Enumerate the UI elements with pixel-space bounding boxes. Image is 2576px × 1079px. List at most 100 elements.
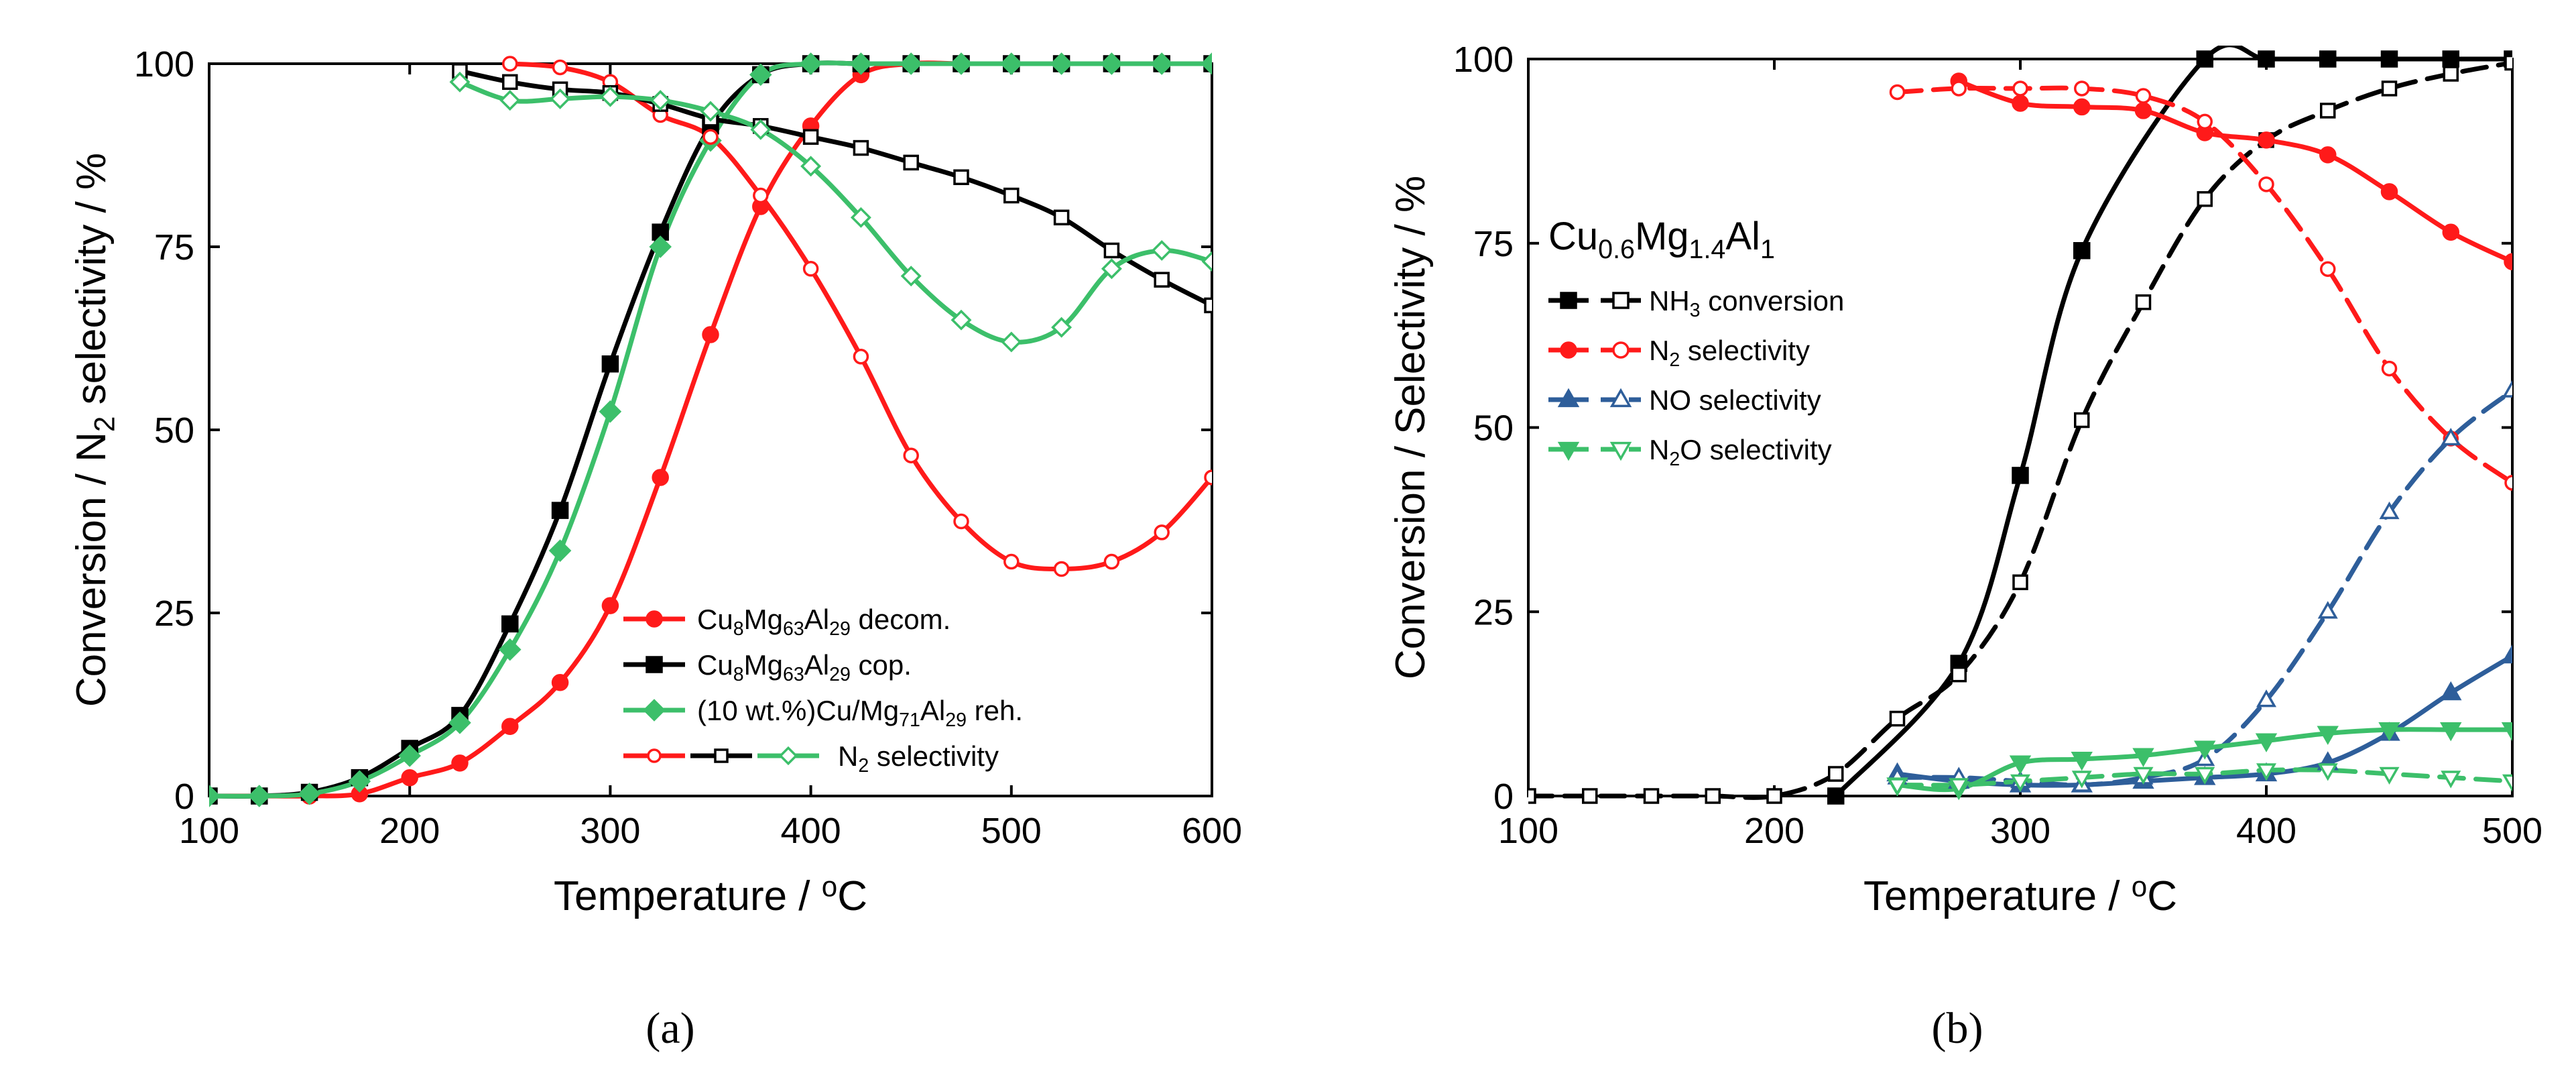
data-point-3-6 [2258,176,2274,192]
data-point-5-8 [2379,501,2400,520]
x-tick-label: 400 [781,811,841,851]
plot-frame [208,62,1213,797]
y-tick-label: 50 [1473,408,1514,449]
data-point-5-13 [1101,258,1122,280]
x-tick-label: 200 [379,811,440,851]
data-point-3-10 [2504,475,2512,491]
data-point-2-8 [599,400,622,423]
data-point-2-12 [799,52,822,75]
data-point-3-2 [2012,80,2028,97]
data-point-3-0 [502,56,518,72]
data-point-0-7 [551,673,569,691]
series-layer [209,52,1212,807]
data-point-5-5 [700,101,721,122]
legend-marker [643,699,666,722]
data-point-4-12 [1053,209,1070,226]
data-point-3-8 [2381,360,2398,377]
data-point-2-2 [2073,98,2091,116]
data-point-1-8 [2012,574,2028,591]
data-point-0-6 [501,718,519,736]
data-point-2-11 [749,63,772,87]
data-point-3-11 [1053,561,1070,577]
data-point-0-7 [2380,50,2398,68]
panel-label-b: (b) [1932,1004,1983,1053]
data-point-2-6 [499,638,522,661]
data-point-2-15 [950,52,973,75]
data-point-1-15 [2443,66,2459,82]
x-tick-label: 300 [1990,811,2050,851]
data-point-2-5 [2258,131,2275,149]
data-point-2-14 [900,52,922,75]
y-axis-title: Conversion / N2 selectivity / % [68,153,121,707]
data-point-6-3 [2071,751,2093,771]
data-point-2-16 [1000,52,1023,75]
data-point-4-13 [1103,242,1120,259]
legend-entry-label: N2 selectivity [1649,335,1810,371]
data-point-2-1 [2012,95,2029,112]
legend-marker [647,748,662,763]
data-point-1-7 [551,502,569,519]
data-point-2-18 [1100,52,1123,75]
data-point-6-4 [2132,748,2154,767]
data-point-0-8 [2442,50,2459,68]
data-point-5-9 [900,266,922,287]
data-point-0-5 [451,754,469,772]
legend-marker-open [1609,388,1632,408]
data-point-3-4 [702,129,719,145]
data-point-0-0 [1827,787,1845,805]
data-point-1-5 [1828,766,1844,782]
data-point-6-10 [2501,722,2512,742]
data-point-0-4 [401,769,418,787]
data-point-2-17 [1050,52,1073,75]
data-point-6-2 [2009,755,2032,775]
data-point-5-0 [449,71,471,93]
data-point-1-11 [2197,191,2213,207]
x-tick-label: 100 [1498,811,1558,851]
y-tick-label: 100 [1453,40,1514,80]
data-point-4-14 [1154,272,1170,288]
legend-marker-filled [1557,441,1580,461]
data-point-5-7 [2317,601,2338,619]
data-point-5-1 [499,90,521,111]
data-point-3-14 [1204,469,1212,486]
series-line-5 [457,79,1212,345]
legend-marker-open [1609,441,1632,461]
x-axis-title: Temperature / oC [1863,871,2177,919]
data-point-0-8 [601,597,619,614]
data-point-3-10 [1003,553,1020,570]
y-tick-label: 100 [134,44,194,84]
data-point-1-6 [501,615,519,633]
data-point-7-0 [1887,778,1908,796]
data-point-7-2 [2010,774,2031,793]
data-point-1-7 [1951,666,1967,683]
data-point-5-8 [850,207,871,228]
data-point-5-14 [1151,239,1172,261]
x-tick-label: 500 [981,811,1042,851]
data-point-3-0 [1889,84,1906,101]
inset-title: Cu0.6Mg1.4Al1 [1548,215,1775,264]
data-point-5-10 [2502,380,2512,398]
panel-b-chart: 100 200 300 400 500 0 25 50 75 100 Temperature / o… [1388,40,2542,919]
data-point-4-1 [502,74,518,91]
series-line-1 [209,60,1212,799]
data-point-4-11 [1003,187,1020,204]
data-point-5-4 [650,90,671,111]
data-point-7-7 [2317,763,2338,781]
legend-marker [778,746,798,766]
legend-entry-label: (10 wt.%)Cu/Mg71Al29 reh. [697,695,1023,731]
legend-marker-filled [1560,292,1577,309]
data-point-1-16 [2504,54,2512,71]
x-tick-label: 200 [1744,811,1804,851]
data-point-7-6 [2256,763,2277,781]
legend-marker [646,610,663,628]
data-point-4-15 [1204,297,1212,314]
data-point-3-12 [1103,553,1120,570]
data-point-3-8 [903,447,919,463]
data-point-6-9 [2440,722,2462,742]
data-point-3-3 [2074,80,2090,97]
x-tick-label: 400 [2236,811,2296,851]
data-point-1-14 [2381,80,2398,97]
data-point-1-9 [2074,412,2090,429]
data-point-7-4 [2133,766,2154,785]
